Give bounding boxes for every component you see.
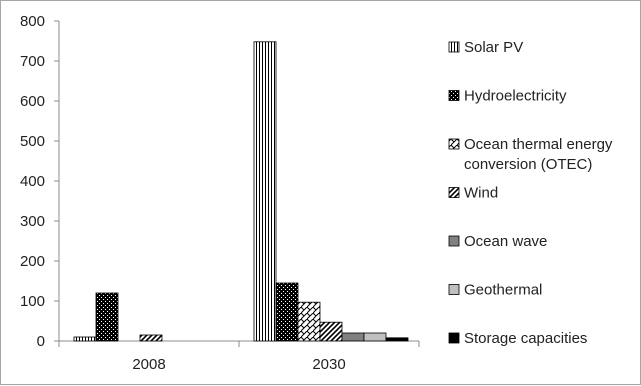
y-tick-label: 500 (20, 133, 45, 150)
legend-swatch (448, 41, 460, 53)
y-tick-label: 800 (20, 13, 45, 30)
legend-label: Storage capacities (464, 330, 587, 347)
bar (253, 41, 277, 342)
bar (385, 337, 409, 342)
bar (95, 292, 119, 342)
bar (341, 332, 365, 342)
bars (73, 41, 409, 342)
bar (139, 334, 163, 342)
bar (319, 321, 343, 342)
legend-label: conversion (OTEC) (464, 156, 592, 173)
legend-swatch (448, 235, 460, 247)
legend-swatch (448, 332, 460, 344)
bar (73, 336, 97, 342)
y-tick-label: 700 (20, 53, 45, 70)
legend-swatch (448, 284, 460, 295)
y-tick-label: 100 (20, 293, 45, 310)
bar (363, 332, 387, 342)
legend-label: Hydroelectricity (464, 88, 567, 105)
x-tick-label: 2008 (132, 356, 165, 373)
legend-label: Wind (464, 185, 498, 202)
legend-swatch (448, 138, 460, 150)
legend-label: Geothermal (464, 282, 542, 299)
bar (297, 301, 321, 342)
legend-label: Ocean wave (464, 233, 547, 250)
y-tick-label: 300 (20, 213, 45, 230)
y-axis: 0 100 200 300 400 500 600 700 800 (20, 13, 60, 350)
legend-label: Solar PV (464, 39, 523, 56)
legend: Solar PV Hydroelectricity Ocean thermal en… (448, 39, 613, 347)
y-tick-label: 200 (20, 253, 45, 270)
x-axis: 2008 2030 (58, 340, 420, 373)
y-tick-label: 0 (37, 333, 45, 350)
y-tick-label: 600 (20, 93, 45, 110)
legend-label: Ocean thermal energy (464, 136, 613, 153)
y-tick-label: 400 (20, 173, 45, 190)
legend-swatch (448, 90, 460, 101)
legend-swatch (448, 187, 460, 198)
bar (275, 282, 299, 342)
x-tick-label: 2030 (312, 356, 345, 373)
